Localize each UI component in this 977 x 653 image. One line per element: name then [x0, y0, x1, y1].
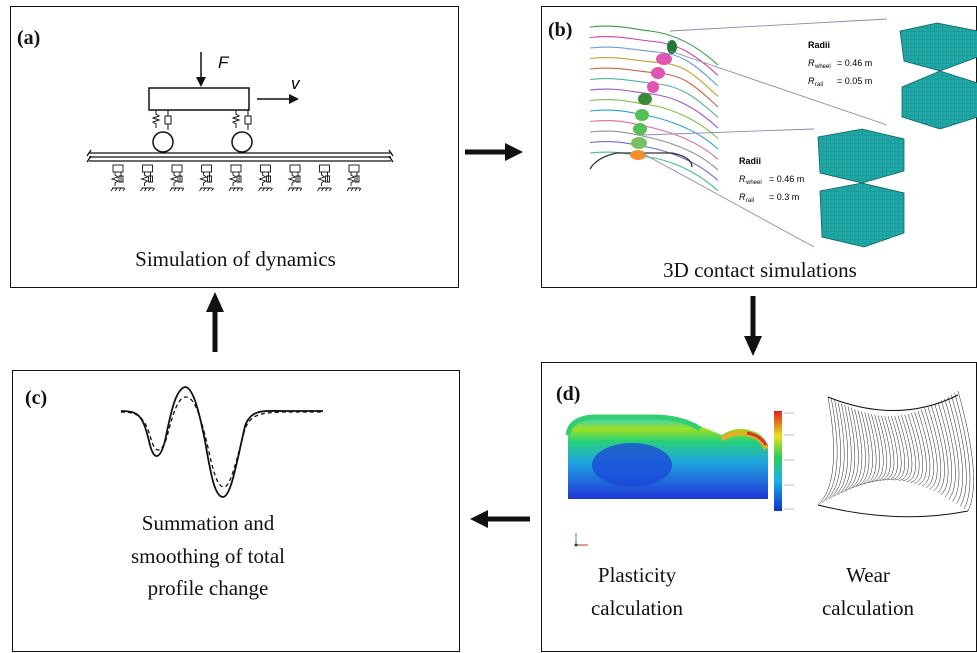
radii-bottom-r1-symbol: R	[739, 174, 746, 184]
wheel-front	[152, 131, 174, 153]
axis-triad-icon	[574, 533, 588, 547]
radii-top-r1-value: = 0.46 m	[837, 58, 872, 68]
profile-curve-solid	[120, 386, 323, 498]
arrow-b-to-d	[744, 296, 762, 356]
panel-a-tag: (a)	[17, 27, 41, 49]
plasticity-caption-line2: calculation	[590, 595, 684, 620]
plasticity-caption-line1: Plasticity	[597, 563, 677, 587]
wheel-rear	[231, 131, 253, 153]
arrow-c-to-a	[206, 292, 224, 352]
contact-patches-figure: Radii R wheel = 0.46 m R rail = 0.05 m R…	[589, 18, 977, 248]
wear-caption-line2: calculation	[821, 595, 915, 620]
radii-bottom-r1-value: = 0.46 m	[769, 174, 804, 184]
profile-curve-dashed	[120, 396, 323, 488]
plasticity-legend-bar	[774, 411, 782, 511]
radii-bottom-title: Radii	[739, 156, 761, 166]
panel-plasticity-wear: (d)	[541, 362, 977, 652]
panel-profile-change: (c) Summation and smoothing of total pro…	[12, 370, 460, 652]
fe-block-top	[899, 22, 977, 130]
panel-b-caption: 3D contact simulations	[663, 258, 857, 282]
radii-top: Radii R wheel = 0.46 m R rail = 0.05 m	[808, 40, 872, 88]
plasticity-caption: Plasticity calculation	[548, 559, 726, 624]
radii-bottom: Radii R wheel = 0.46 m R rail = 0.3 m	[739, 156, 804, 204]
wear-mesh-plot	[817, 390, 974, 518]
primary-suspensions	[151, 110, 252, 130]
radii-top-r2-value: = 0.05 m	[837, 76, 872, 86]
panel-simulation-dynamics: (a) F v Simulation of dynamics	[10, 6, 459, 288]
arrow-d-to-c	[470, 510, 530, 528]
contact-profile-curves	[589, 25, 719, 192]
panel-c-caption-line1: Summation and	[141, 511, 275, 535]
fe-block-bottom	[817, 128, 905, 248]
force-label: F	[218, 53, 230, 72]
track-supports	[110, 164, 362, 192]
radii-bottom-r1-sub: wheel	[745, 180, 762, 186]
velocity-label: v	[291, 74, 301, 93]
rail-beam	[86, 149, 394, 163]
contact-patches	[630, 40, 677, 160]
wear-caption-line1: Wear	[846, 563, 890, 587]
panel-c-caption-line2: smoothing of total	[131, 543, 285, 568]
wear-caption: Wear calculation	[788, 559, 948, 624]
panel-a-caption: Simulation of dynamics	[135, 247, 336, 271]
radii-top-r1-symbol: R	[808, 58, 815, 68]
radii-bottom-r2-sub: rail	[746, 198, 754, 204]
radii-top-r2-sub: rail	[815, 82, 823, 88]
panel-c-caption-line3: profile change	[147, 576, 269, 601]
panel-d-tag: (d)	[556, 383, 581, 405]
vehicle-track-model-diagram: F v	[86, 52, 394, 192]
radii-top-title: Radii	[808, 40, 830, 50]
panel-c-tag: (c)	[25, 387, 48, 409]
profile-change-plot	[120, 386, 323, 498]
radii-top-r1-sub: wheel	[814, 64, 831, 70]
plasticity-contour-plot	[565, 411, 794, 547]
radii-bottom-r2-symbol: R	[739, 192, 746, 202]
arrow-a-to-b	[465, 143, 523, 161]
car-body	[148, 87, 250, 111]
radii-top-r2-symbol: R	[808, 76, 815, 86]
panel-3d-contact-simulations: (b) Radii R wheel = 0.46 m R rail = 0.05…	[541, 6, 977, 288]
panel-c-caption: Summation and smoothing of total profile…	[63, 507, 353, 605]
panel-b-tag: (b)	[548, 19, 573, 41]
projection-lines	[641, 18, 888, 248]
radii-bottom-r2-value: = 0.3 m	[769, 192, 799, 202]
